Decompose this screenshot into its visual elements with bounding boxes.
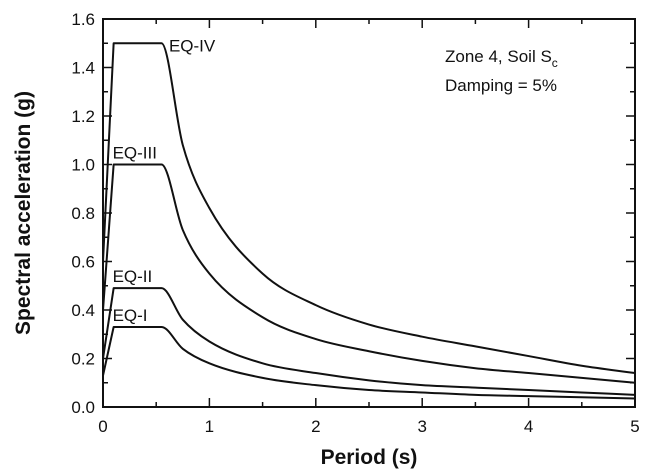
y-axis-label: Spectral acceleration (g) bbox=[12, 91, 35, 335]
x-tick-label: 3 bbox=[417, 417, 426, 436]
x-axis-label: Period (s) bbox=[321, 446, 418, 469]
x-tick-label: 5 bbox=[630, 417, 639, 436]
series-curve-eq-ii bbox=[102, 287, 636, 396]
y-tick-label: 0.6 bbox=[71, 253, 95, 272]
y-tick-label: 1.6 bbox=[71, 10, 95, 29]
x-tick-label: 2 bbox=[311, 417, 320, 436]
x-tick-label: 4 bbox=[524, 417, 533, 436]
y-tick-label: 0.0 bbox=[71, 398, 95, 417]
series-labels: EQ-IV EQ-III EQ-II EQ-I bbox=[113, 36, 216, 325]
series-label-eq-iv: EQ-IV bbox=[169, 36, 216, 55]
series-label-eq-ii: EQ-II bbox=[113, 267, 153, 286]
y-tick-label: 0.4 bbox=[71, 301, 95, 320]
y-tick-label: 1.2 bbox=[71, 107, 95, 126]
x-tick-label: 1 bbox=[205, 417, 214, 436]
series-curve-eq-iii bbox=[102, 163, 636, 384]
annotation-damping: Damping = 5% bbox=[445, 76, 557, 95]
y-tick-label: 1.4 bbox=[71, 59, 95, 78]
x-tick-label: 0 bbox=[98, 417, 107, 436]
y-tick-label: 0.2 bbox=[71, 350, 95, 369]
plot-frame bbox=[102, 18, 636, 408]
series-curve-eq-i bbox=[102, 325, 636, 400]
annotation-zone-soil: Zone 4, Soil Sc bbox=[445, 47, 558, 70]
tick-labels: 0 1 2 3 4 5 0.0 0.2 0.4 0.6 0.8 1.0 1.2 1.4 1.6 bbox=[71, 10, 639, 436]
series-curve-eq-iv bbox=[102, 42, 636, 375]
series-label-eq-i: EQ-I bbox=[113, 306, 148, 325]
y-tick-label: 0.8 bbox=[71, 204, 95, 223]
y-tick-label: 1.0 bbox=[71, 156, 95, 175]
series-label-eq-iii: EQ-III bbox=[113, 144, 157, 163]
series-curves bbox=[102, 42, 636, 400]
